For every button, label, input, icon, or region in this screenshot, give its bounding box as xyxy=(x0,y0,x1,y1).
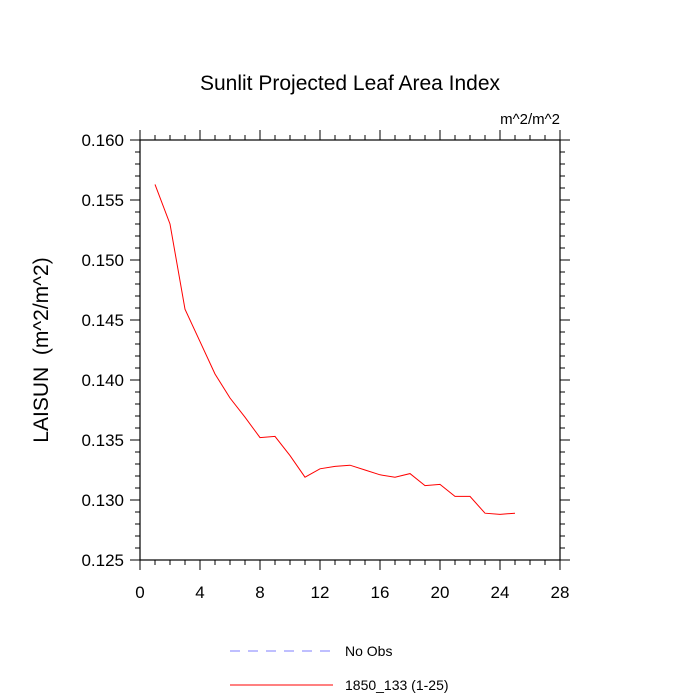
y-tick-label: 0.160 xyxy=(81,131,124,150)
y-tick-label: 0.135 xyxy=(81,431,124,450)
x-tick-label: 20 xyxy=(431,583,450,602)
legend-label-1850-133: 1850_133 (1-25) xyxy=(345,677,449,693)
y-tick-label: 0.145 xyxy=(81,311,124,330)
y-tick-label: 0.155 xyxy=(81,191,124,210)
x-tick-label: 24 xyxy=(491,583,510,602)
x-tick-label: 4 xyxy=(195,583,204,602)
y-tick-label: 0.125 xyxy=(81,551,124,570)
y-tick-label: 0.130 xyxy=(81,491,124,510)
x-tick-label: 12 xyxy=(311,583,330,602)
x-tick-label: 0 xyxy=(135,583,144,602)
chart-title: Sunlit Projected Leaf Area Index xyxy=(199,72,501,95)
units-label: m^2/m^2 xyxy=(500,111,560,128)
x-tick-label: 16 xyxy=(371,583,390,602)
x-tick-label: 8 xyxy=(255,583,264,602)
series-line-1 xyxy=(154,184,516,515)
plot-frame xyxy=(139,139,561,561)
x-tick-label: 28 xyxy=(551,583,570,602)
legend-label-no-obs: No Obs xyxy=(345,643,393,659)
y-tick-label: 0.150 xyxy=(81,251,124,270)
y-tick-label: 0.140 xyxy=(81,371,124,390)
